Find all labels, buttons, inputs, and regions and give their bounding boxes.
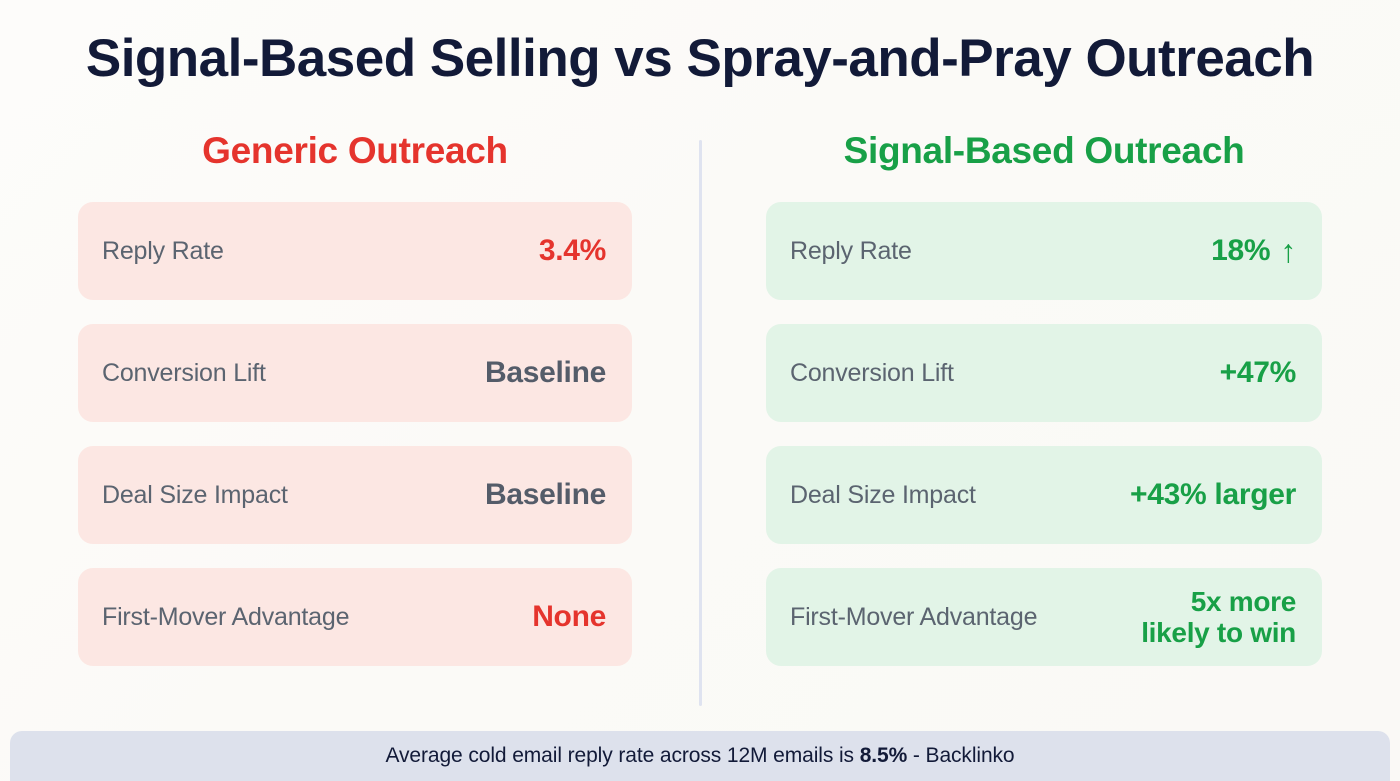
metric-value: Baseline xyxy=(485,477,606,511)
column-heading-signal: Signal-Based Outreach xyxy=(843,130,1245,171)
column-heading-generic: Generic Outreach xyxy=(202,130,508,171)
footnote-bar: Average cold email reply rate across 12M… xyxy=(10,731,1390,781)
card-stack-signal: Reply Rate 18% ↑ Conversion Lift +47% Dea… xyxy=(766,202,1322,666)
footnote-text: Average cold email reply rate across 12M… xyxy=(385,744,1014,768)
footnote-highlight: 8.5% xyxy=(859,744,908,767)
metric-card-reply-rate-generic[interactable]: Reply Rate 3.4% xyxy=(78,202,632,300)
page-title: Signal-Based Selling vs Spray-and-Pray O… xyxy=(85,29,1315,88)
footnote-text-before: Average cold email reply rate across 12M… xyxy=(385,744,860,767)
column-divider xyxy=(699,140,702,706)
metric-card-conversion-lift-signal[interactable]: Conversion Lift +47% xyxy=(766,324,1322,422)
metric-label: Conversion Lift xyxy=(102,358,266,387)
column-signal-based-outreach: Signal-Based Outreach Reply Rate 18% ↑ Co… xyxy=(700,130,1400,666)
column-generic-outreach: Generic Outreach Reply Rate 3.4% Convers… xyxy=(0,130,700,666)
metric-card-conversion-lift-generic[interactable]: Conversion Lift Baseline xyxy=(78,324,632,422)
footnote-text-after: - Backlinko xyxy=(907,744,1015,767)
card-stack-generic: Reply Rate 3.4% Conversion Lift Baseline… xyxy=(78,202,632,666)
metric-value: 3.4% xyxy=(538,233,606,267)
metric-label: First-Mover Advantage xyxy=(102,602,350,631)
metric-value: Baseline xyxy=(485,355,606,389)
metric-value-group: 18% ↑ xyxy=(1211,232,1296,269)
metric-value: +43% larger xyxy=(1130,477,1296,511)
metric-label: Reply Rate xyxy=(790,236,912,265)
metric-value: None xyxy=(532,599,606,633)
metric-label: Conversion Lift xyxy=(790,358,954,387)
metric-value-line-1: 5x more xyxy=(1190,585,1297,617)
metric-card-first-mover-advantage-generic[interactable]: First-Mover Advantage None xyxy=(78,568,632,666)
metric-card-deal-size-impact-signal[interactable]: Deal Size Impact +43% larger xyxy=(766,446,1322,544)
metric-card-deal-size-impact-generic[interactable]: Deal Size Impact Baseline xyxy=(78,446,632,544)
metric-label: Deal Size Impact xyxy=(102,480,288,509)
metric-card-first-mover-advantage-signal[interactable]: First-Mover Advantage 5x more likely to … xyxy=(766,568,1322,666)
metric-label: Reply Rate xyxy=(102,236,224,265)
arrow-up-icon: ↑ xyxy=(1280,232,1296,269)
metric-value: 18% xyxy=(1211,233,1271,267)
metric-card-reply-rate-signal[interactable]: Reply Rate 18% ↑ xyxy=(766,202,1322,300)
metric-value-group: 5x more likely to win xyxy=(1141,586,1296,649)
metric-value-line-2: likely to win xyxy=(1141,617,1296,648)
comparison-columns: Generic Outreach Reply Rate 3.4% Convers… xyxy=(0,130,1400,666)
metric-value: +47% xyxy=(1219,355,1297,389)
metric-label: First-Mover Advantage xyxy=(790,602,1038,631)
metric-label: Deal Size Impact xyxy=(790,480,976,509)
